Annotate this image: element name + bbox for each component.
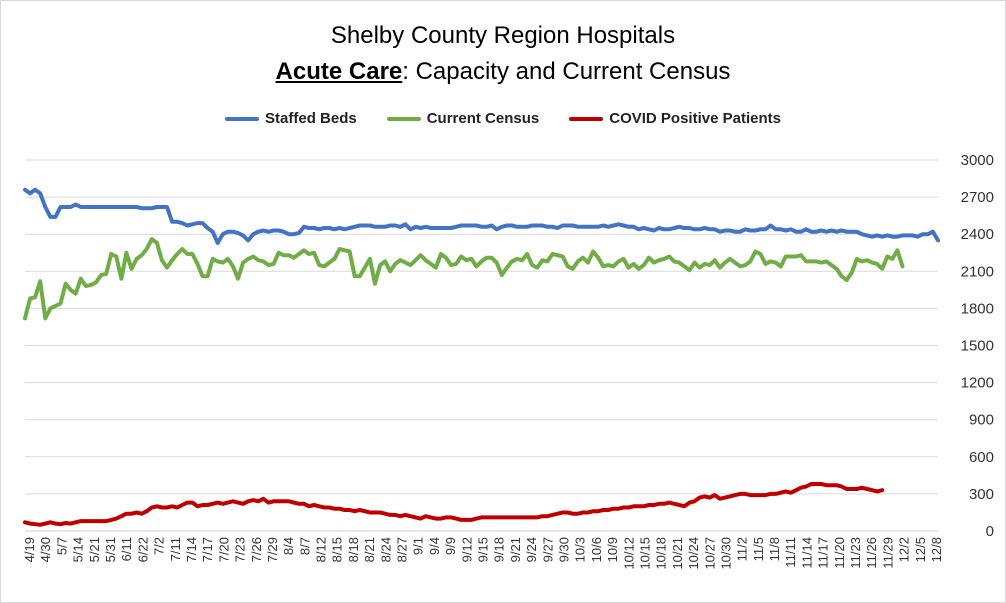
x-tick-label: 7/29: [265, 537, 280, 562]
x-tick-label: 10/21: [670, 537, 685, 570]
x-tick-label: 5/14: [71, 537, 86, 562]
x-tick-label: 10/9: [605, 537, 620, 562]
x-tick-label: 9/15: [476, 537, 491, 562]
x-tick-label: 11/29: [880, 537, 895, 569]
x-tick-label: 9/27: [540, 537, 555, 562]
x-tick-label: 8/21: [362, 537, 377, 562]
x-tick-label: 11/14: [799, 537, 814, 569]
x-tick-label: 12/8: [929, 537, 944, 562]
y-tick-label: 900: [969, 412, 994, 429]
x-tick-label: 8/27: [395, 537, 410, 562]
legend-item-current-census: Current Census: [386, 110, 540, 127]
y-tick-label: 300: [969, 486, 994, 503]
series-line-staffed-beds: [23, 187, 940, 245]
x-tick-label: 9/18: [492, 537, 507, 562]
x-tick-label: 9/30: [556, 537, 571, 562]
legend-item-covid-positive: COVID Positive Patients: [569, 110, 781, 127]
x-tick-label: 9/12: [459, 537, 474, 562]
y-tick-label: 2100: [961, 263, 994, 280]
y-tick-label: 1800: [961, 300, 994, 317]
x-tick-label: 5/7: [54, 537, 69, 555]
series-line-covid-positive: [23, 482, 885, 527]
legend-label-covid-positive: COVID Positive Patients: [609, 110, 781, 127]
legend-label-current-census: Current Census: [426, 110, 540, 127]
x-tick-label: 11/5: [751, 537, 766, 561]
x-tick-label: 7/23: [233, 537, 248, 562]
x-tick-label: 10/30: [718, 537, 733, 570]
x-tick-label: 11/17: [816, 537, 831, 569]
y-tick-label: 600: [969, 449, 994, 466]
x-tick-label: 7/20: [216, 537, 231, 562]
x-tick-label: 9/24: [524, 537, 539, 562]
x-tick-label: 11/11: [783, 537, 798, 568]
x-tick-label: 11/20: [832, 537, 847, 569]
x-tick-label: 10/24: [686, 537, 701, 570]
x-tick-label: 7/14: [184, 537, 199, 562]
chart-subtitle: Acute Care: Capacity and Current Census: [0, 58, 1006, 86]
x-tick-label: 10/3: [573, 537, 588, 562]
x-tick-label: 6/22: [135, 537, 150, 562]
legend-label-staffed-beds: Staffed Beds: [265, 110, 357, 127]
x-tick-label: 9/21: [508, 537, 523, 562]
x-tick-label: 4/19: [22, 537, 37, 562]
x-tick-label: 6/11: [119, 537, 134, 561]
legend-swatch-covid-positive: [569, 116, 604, 121]
x-tick-label: 12/5: [913, 537, 928, 562]
x-tick-label: 7/2: [152, 537, 167, 555]
x-tick-label: 10/27: [702, 537, 717, 570]
x-tick-label: 5/21: [87, 537, 102, 562]
chart-title: Shelby County Region Hospitals: [330, 22, 676, 49]
y-tick-label: 3000: [961, 152, 994, 169]
x-tick-label: 7/17: [200, 537, 215, 562]
legend: Staffed Beds Current Census COVID Positi…: [0, 110, 1006, 127]
y-tick-label: 0: [986, 523, 994, 540]
series-line-current-census: [23, 237, 905, 321]
x-tick-label: 8/12: [314, 537, 329, 562]
x-tick-label: 9/4: [427, 537, 442, 555]
x-tick-label: 8/24: [378, 537, 393, 562]
x-tick-label: 10/18: [654, 537, 669, 570]
x-tick-label: 10/12: [621, 537, 636, 570]
x-tick-label: 5/31: [103, 537, 118, 562]
x-tick-label: 11/26: [864, 537, 879, 569]
y-tick-label: 1200: [961, 375, 994, 392]
y-tick-label: 2400: [961, 226, 994, 243]
x-tick-label: 9/9: [443, 537, 458, 555]
chart-subtitle-rest: : Capacity and Current Census: [402, 58, 731, 85]
y-tick-label: 2700: [961, 189, 994, 206]
x-tick-label: 8/7: [297, 537, 312, 555]
x-tick-label: 7/26: [249, 537, 264, 562]
x-tick-label: 11/8: [767, 537, 782, 561]
x-tick-label: 11/2: [735, 537, 750, 561]
x-tick-label: 10/15: [637, 537, 652, 570]
y-tick-label: 1500: [961, 338, 994, 355]
x-tick-label: 8/4: [281, 537, 296, 555]
chart-subtitle-bold: Acute Care: [275, 58, 403, 85]
x-tick-label: 12/2: [897, 537, 912, 562]
legend-swatch-staffed-beds: [225, 116, 260, 121]
x-tick-label: 8/18: [346, 537, 361, 562]
x-tick-label: 7/11: [168, 537, 183, 561]
x-tick-label: 4/30: [38, 537, 53, 562]
x-tick-label: 11/23: [848, 537, 863, 569]
legend-item-staffed-beds: Staffed Beds: [225, 110, 357, 127]
x-tick-label: 10/6: [589, 537, 604, 562]
x-tick-label: 8/15: [330, 537, 345, 562]
legend-swatch-current-census: [386, 116, 421, 121]
x-tick-label: 9/1: [411, 537, 426, 555]
